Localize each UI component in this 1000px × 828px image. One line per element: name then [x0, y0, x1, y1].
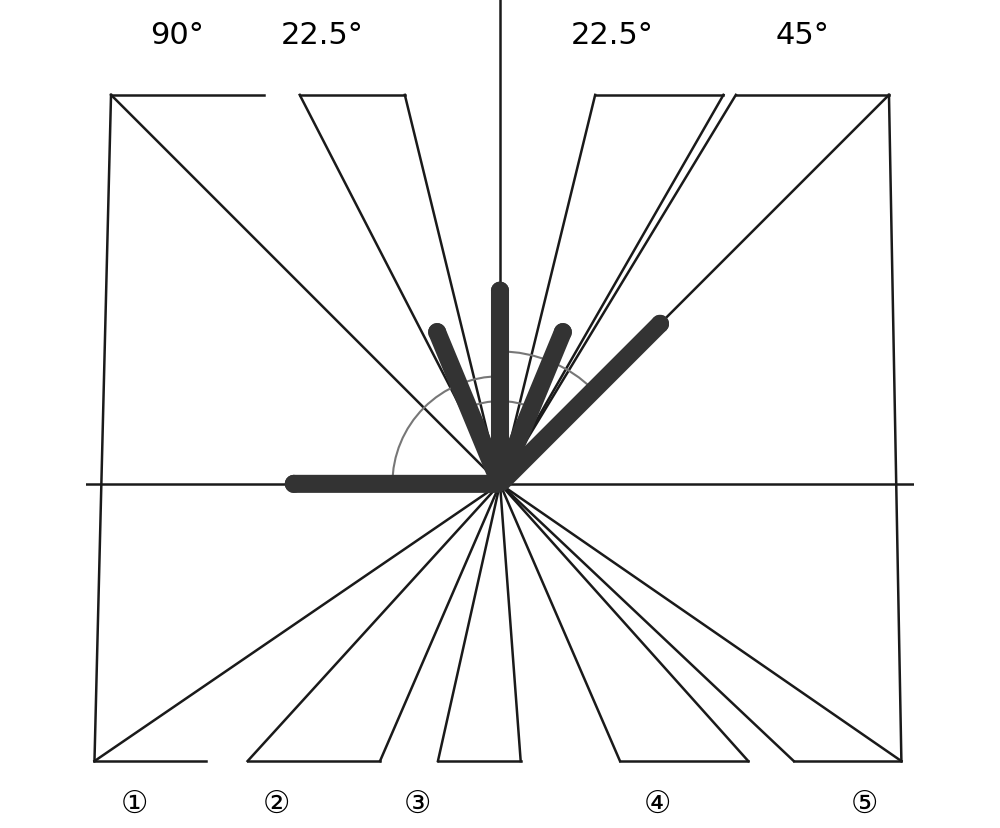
Text: ④: ④	[644, 788, 671, 817]
Text: 22.5°: 22.5°	[281, 22, 364, 51]
Text: ②: ②	[263, 788, 290, 817]
Text: 22.5°: 22.5°	[570, 22, 653, 51]
Text: ③: ③	[404, 788, 431, 817]
Text: ①: ①	[121, 788, 148, 817]
Text: ⑤: ⑤	[850, 788, 878, 817]
Text: 45°: 45°	[775, 22, 829, 51]
Text: 90°: 90°	[150, 22, 204, 51]
